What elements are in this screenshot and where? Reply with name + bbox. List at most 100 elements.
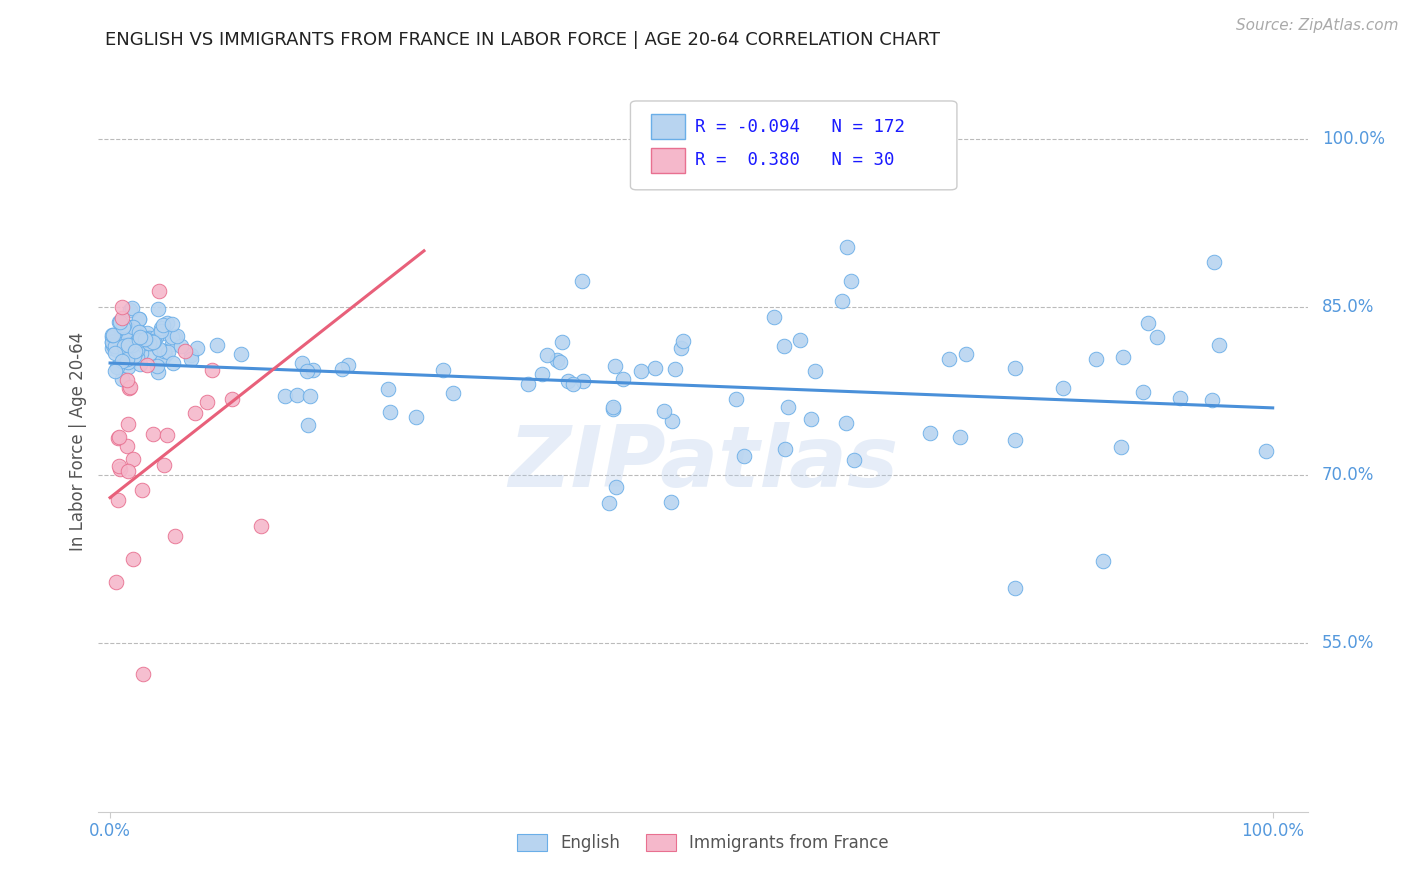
Point xyxy=(115,439,138,453)
Point xyxy=(605,480,627,494)
Point xyxy=(135,331,157,345)
Point xyxy=(127,324,149,338)
Point xyxy=(837,239,859,253)
Point xyxy=(762,310,785,325)
Point xyxy=(170,339,193,353)
Point xyxy=(789,333,811,347)
Point xyxy=(110,324,132,338)
Point xyxy=(630,364,652,378)
Point xyxy=(295,364,318,378)
Y-axis label: In Labor Force | Age 20-64: In Labor Force | Age 20-64 xyxy=(69,332,87,551)
Point xyxy=(118,320,141,334)
Point xyxy=(173,344,195,359)
Point xyxy=(835,416,858,430)
Point xyxy=(299,389,322,403)
Text: 55.0%: 55.0% xyxy=(1322,634,1375,652)
Point xyxy=(125,337,148,351)
Point xyxy=(1112,351,1135,365)
Point xyxy=(136,326,159,341)
Point xyxy=(114,323,136,337)
Point xyxy=(122,552,145,566)
Point xyxy=(644,360,666,375)
Text: 70.0%: 70.0% xyxy=(1322,467,1375,484)
Point xyxy=(114,332,136,346)
Point xyxy=(778,401,800,415)
Point xyxy=(516,377,538,392)
Point xyxy=(148,285,170,299)
Point xyxy=(1146,330,1168,344)
Point xyxy=(612,371,634,385)
Point xyxy=(184,406,207,420)
Point xyxy=(844,452,866,467)
Legend: English, Immigrants from France: English, Immigrants from France xyxy=(510,828,896,859)
Point xyxy=(1109,440,1132,454)
Point xyxy=(118,381,141,395)
Point xyxy=(664,362,686,376)
FancyBboxPatch shape xyxy=(651,147,685,173)
Point xyxy=(108,315,131,329)
Point xyxy=(938,352,960,367)
Point xyxy=(117,352,139,367)
Point xyxy=(530,367,553,381)
Point xyxy=(124,343,146,358)
Point xyxy=(101,327,124,342)
Point xyxy=(831,293,853,308)
Point xyxy=(121,337,143,351)
Point xyxy=(114,346,136,360)
Point xyxy=(139,346,162,360)
Point xyxy=(336,358,359,372)
Point xyxy=(150,352,173,367)
Point xyxy=(149,324,172,338)
Point xyxy=(138,335,160,350)
Point xyxy=(118,303,141,318)
Text: R = -0.094   N = 172: R = -0.094 N = 172 xyxy=(695,118,904,136)
Point xyxy=(920,426,942,441)
Point xyxy=(108,462,131,476)
Point xyxy=(107,493,129,508)
Point xyxy=(104,363,127,377)
Point xyxy=(134,332,156,346)
Point xyxy=(132,667,155,681)
Point xyxy=(152,318,174,333)
Point xyxy=(162,356,184,370)
Point xyxy=(250,518,273,533)
Point xyxy=(160,329,183,343)
FancyBboxPatch shape xyxy=(630,101,957,190)
Point xyxy=(291,355,314,369)
Point xyxy=(121,320,143,334)
Point xyxy=(661,414,683,428)
Point xyxy=(105,359,128,374)
Point xyxy=(1201,392,1223,407)
Point xyxy=(273,389,295,403)
Point xyxy=(165,529,187,543)
Point xyxy=(1204,255,1226,269)
Point xyxy=(803,364,825,378)
Point xyxy=(125,343,148,357)
Point xyxy=(302,363,325,377)
Point xyxy=(148,342,170,356)
Point xyxy=(132,335,155,350)
Point xyxy=(101,334,124,349)
Point xyxy=(775,442,797,457)
Point xyxy=(117,359,139,374)
Point xyxy=(432,363,454,377)
Point xyxy=(146,302,169,317)
Text: Source: ZipAtlas.com: Source: ZipAtlas.com xyxy=(1236,18,1399,33)
Point xyxy=(163,330,186,344)
Point xyxy=(112,330,135,344)
Point xyxy=(153,458,176,472)
Point xyxy=(155,316,177,330)
Point xyxy=(669,341,692,355)
Point xyxy=(108,459,131,474)
Point xyxy=(117,354,139,368)
Point xyxy=(101,334,124,349)
Point xyxy=(201,363,224,377)
Point xyxy=(101,328,124,343)
Point xyxy=(101,341,124,355)
Point xyxy=(1168,391,1191,405)
Point xyxy=(949,430,972,444)
Point xyxy=(180,348,202,362)
Text: ZIPatlas: ZIPatlas xyxy=(508,422,898,505)
Point xyxy=(571,274,593,288)
Point xyxy=(405,410,427,425)
